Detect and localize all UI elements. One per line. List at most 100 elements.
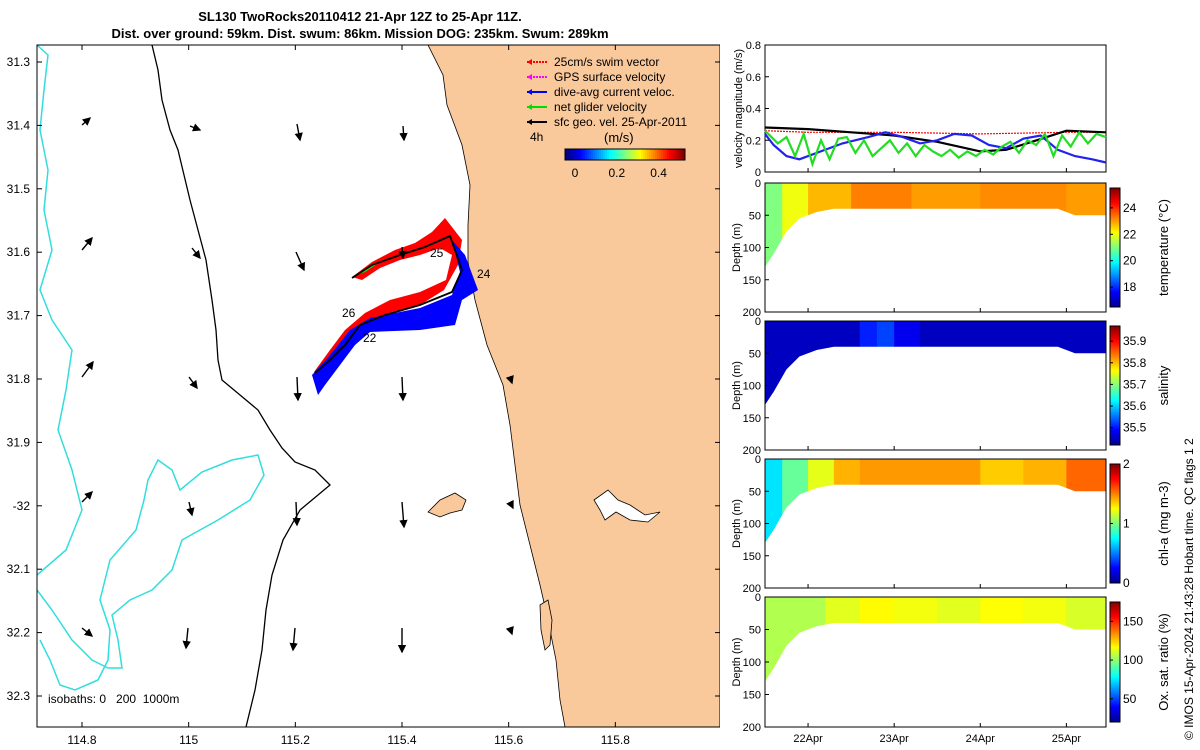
colorbar-tick-label: 24 xyxy=(1123,201,1137,215)
isobath-200 xyxy=(151,45,331,727)
section-colorbar xyxy=(1109,187,1121,308)
depth-tick-label: 150 xyxy=(743,551,761,563)
map-x-tick-label: 114.8 xyxy=(67,733,96,747)
velocity-y-tick-label: 0.8 xyxy=(746,40,761,52)
colorbar-tick-label: 0.2 xyxy=(608,166,625,180)
map-panel: 25 24 26 22 114.8 115 115.2 115.4 115.6 115.8… xyxy=(7,44,720,747)
legend-label: GPS surface velocity xyxy=(554,70,665,84)
depth-tick-label: 0 xyxy=(755,178,761,190)
depth-tick-label: 50 xyxy=(749,348,761,360)
colorbar-tick-label: 20 xyxy=(1123,254,1137,268)
map-y-tick-label: 31.5 xyxy=(7,182,31,196)
colorbar-label: salinity xyxy=(1156,365,1171,405)
legend-label: dive-avg current veloc. xyxy=(554,85,675,99)
map-y-tick-label: 31.8 xyxy=(7,372,31,386)
depth-tick-label: 150 xyxy=(743,690,761,702)
colorbar-label: chl-a (mg m-3) xyxy=(1156,481,1171,566)
map-y-tick-label: 32.2 xyxy=(7,626,31,640)
colorbar-tick-label: 100 xyxy=(1123,653,1143,667)
colorbar-tick-label: 50 xyxy=(1123,692,1137,706)
legend-label: sfc geo. vel. 25-Apr-2011 xyxy=(554,115,688,129)
map-x-tick-label: 115.4 xyxy=(387,733,416,747)
legend-label: net glider velocity xyxy=(554,100,647,114)
scale-label: 4h xyxy=(530,130,543,144)
colorbar-tick-label: 35.9 xyxy=(1123,334,1147,348)
depth-axis-label: Depth (m) xyxy=(731,361,743,410)
depth-tick-label: 0 xyxy=(755,316,761,328)
map-y-tick-label: 31.9 xyxy=(7,435,31,449)
depth-tick-label: 200 xyxy=(743,307,761,319)
map-y-tick-label: 31.4 xyxy=(7,118,31,132)
map-x-tick-label: 115 xyxy=(179,733,198,747)
velocity-series-line xyxy=(764,126,1107,153)
map-y-tick-label: 31.7 xyxy=(7,309,31,323)
day-label: 25 xyxy=(430,246,444,260)
time-tick-label: 22Apr xyxy=(793,733,823,745)
colorbar-tick-label: 18 xyxy=(1123,280,1137,294)
depth-tick-label: 50 xyxy=(749,210,761,222)
colorbar-label: Ox. sat. ratio (%) xyxy=(1156,613,1171,711)
section-colorbar xyxy=(1109,325,1121,446)
colorbar-label: temperature (°C) xyxy=(1156,199,1171,296)
credit-line: © IMOS 15-Apr-2024 21:43:28 Hobart time.… xyxy=(1182,438,1196,740)
legend-label: 25cm/s swim vector xyxy=(554,55,659,69)
title-line-1: SL130 TwoRocks20110412 21-Apr 12Z to 25-… xyxy=(198,9,522,24)
map-y-tick-label: 31.6 xyxy=(7,245,31,259)
map-y-tick-label: -32 xyxy=(13,499,31,513)
depth-tick-label: 200 xyxy=(743,583,761,595)
isobath-1000-south xyxy=(37,454,265,691)
depth-tick-label: 150 xyxy=(743,275,761,287)
velocity-series-line xyxy=(764,131,1107,164)
colorbar-tick-label: 1 xyxy=(1123,517,1130,531)
time-tick-label: 24Apr xyxy=(966,733,996,745)
section-panel: 0 50 100 150 200 Depth (m) 18 20 22 24 temperature… xyxy=(731,178,1171,319)
depth-tick-label: 100 xyxy=(743,519,761,531)
time-tick-label: 23Apr xyxy=(879,733,909,745)
colorbar-tick-label: 0.4 xyxy=(650,166,667,180)
colorbar-tick-label: 35.7 xyxy=(1123,377,1147,391)
colorbar-tick-label: 22 xyxy=(1123,227,1137,241)
map-y-tick-label: 32.3 xyxy=(7,689,31,703)
land-mass xyxy=(427,45,720,727)
map-frame xyxy=(36,44,720,728)
day-label: 26 xyxy=(342,306,356,320)
map-y-tick-label: 31.3 xyxy=(7,55,31,69)
section-panel: 0 50 100 150 200 Depth (m) 0 1 2 chl-a (mg m-3) xyxy=(731,454,1171,595)
velocity-series-line xyxy=(764,130,1106,135)
depth-axis-label: Depth (m) xyxy=(731,638,743,687)
colorbar-tick-label: 35.6 xyxy=(1123,399,1147,413)
isobaths-label: isobaths: 0 200 1000m xyxy=(48,692,179,706)
title-line-2: Dist. over ground: 59km. Dist. swum: 86k… xyxy=(111,26,609,41)
depth-tick-label: 100 xyxy=(743,243,761,255)
geostrophic-arrows xyxy=(81,117,514,654)
section-colorbar xyxy=(1109,601,1121,723)
day-label: 24 xyxy=(477,267,491,281)
current-vector-swath xyxy=(312,240,478,395)
map-x-tick-label: 115.2 xyxy=(281,733,310,747)
day-label: 22 xyxy=(363,331,377,345)
velocity-y-tick-label: 0.6 xyxy=(746,72,761,84)
depth-tick-label: 150 xyxy=(743,413,761,425)
depth-tick-label: 100 xyxy=(743,381,761,393)
depth-tick-label: 50 xyxy=(749,486,761,498)
colorbar-tick-label: 150 xyxy=(1123,614,1143,628)
map-x-tick-label: 115.6 xyxy=(494,733,523,747)
map-x-tick-label: 115.8 xyxy=(601,733,630,747)
depth-tick-label: 0 xyxy=(755,454,761,466)
colorbar-tick-label: 35.8 xyxy=(1123,356,1147,370)
depth-tick-label: 100 xyxy=(743,657,761,669)
speed-colorbar: 0 0.2 0.4 xyxy=(564,148,686,180)
section-panel: 0 50 100 150 200 Depth (m) 50 100 150 Ox. sat. ra… xyxy=(731,592,1171,734)
depth-axis-label: Depth (m) xyxy=(731,499,743,548)
colorbar-tick-label: 0 xyxy=(1123,576,1130,590)
velocity-y-tick-label: 0 xyxy=(755,167,761,179)
colorbar-title: (m/s) xyxy=(604,130,634,145)
map-y-tick-label: 32.1 xyxy=(7,562,31,576)
colorbar-tick-label: 2 xyxy=(1123,457,1130,471)
isobath-1000-north xyxy=(37,45,83,576)
velocity-y-tick-label: 0.4 xyxy=(746,104,761,116)
estuary xyxy=(593,489,661,523)
velocity-y-axis-label: velocity magnitude (m/s) xyxy=(733,49,745,168)
